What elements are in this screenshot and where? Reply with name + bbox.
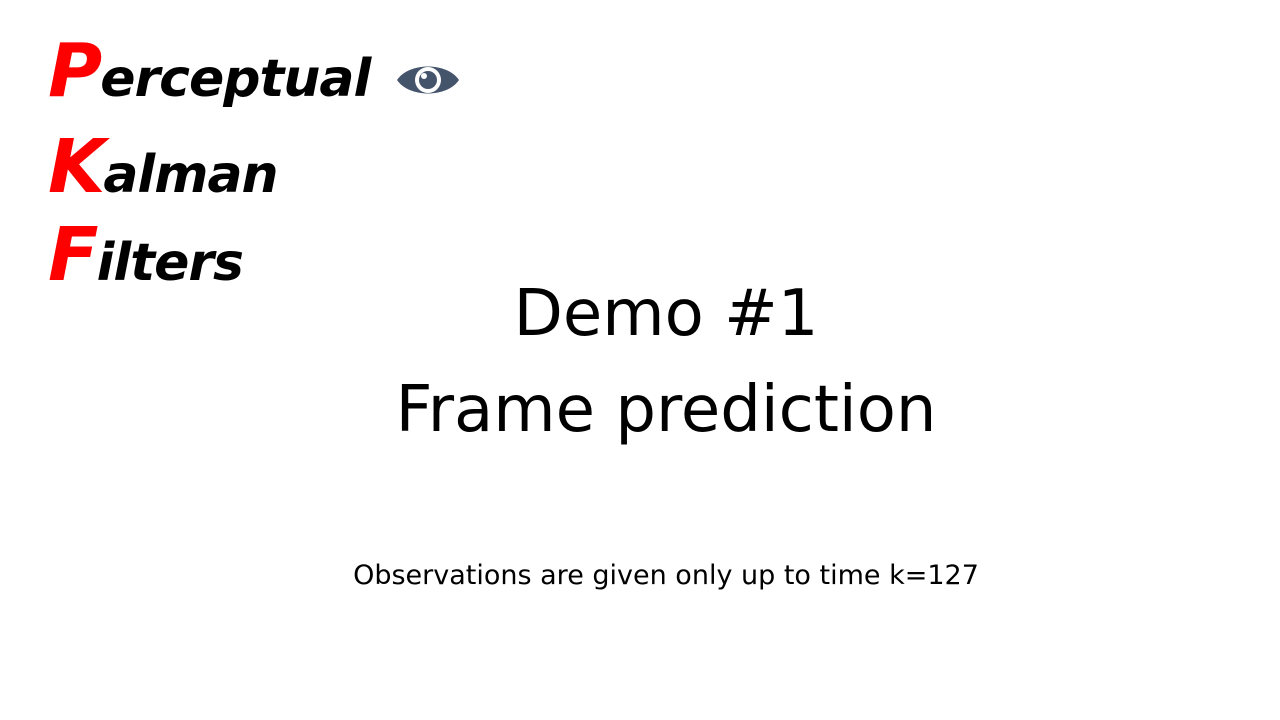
logo-word-rest: ilters — [96, 233, 244, 293]
logo-line-perceptual: Perceptual — [48, 34, 371, 109]
logo-line-filters: Filters — [48, 218, 244, 293]
logo-word-rest: alman — [103, 145, 278, 205]
logo-initial-p: P — [48, 28, 102, 114]
eye-icon — [397, 66, 459, 94]
logo-line-kalman: Kalman — [48, 130, 279, 205]
logo-initial-f: F — [48, 212, 99, 298]
slide-title: Demo #1 — [513, 277, 819, 351]
slide-subtitle: Frame prediction — [395, 373, 937, 447]
observation-note: Observations are given only up to time k… — [353, 560, 979, 591]
logo-word-rest: erceptual — [100, 49, 371, 109]
logo-initial-k: K — [48, 124, 105, 210]
